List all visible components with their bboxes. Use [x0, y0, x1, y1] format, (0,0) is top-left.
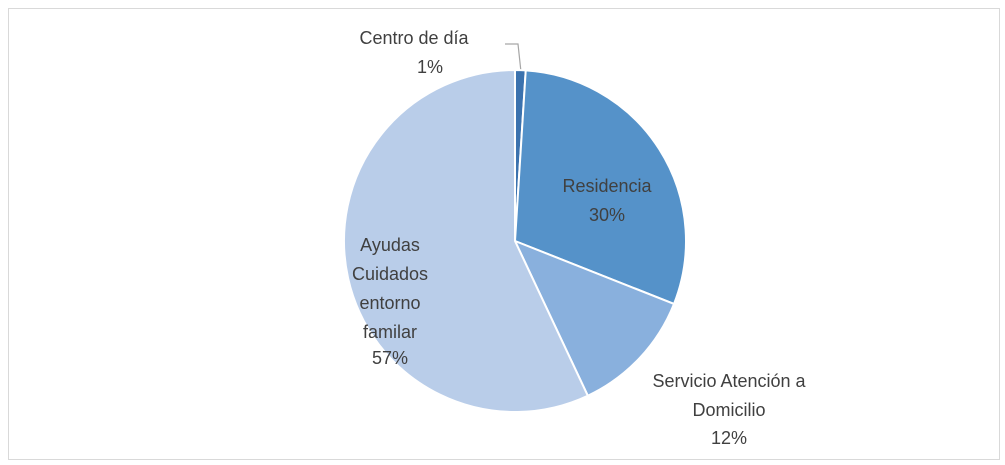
pie-slice: [342, 68, 590, 413]
value-label: 1%: [416, 57, 444, 77]
value-label: 30%: [588, 205, 626, 225]
value-label: 57%: [371, 348, 409, 368]
pie-slice: [513, 69, 687, 306]
category-label: Centro de día: [359, 28, 469, 48]
leader-line: [505, 43, 522, 73]
category-label: Ayudas Cuidados entorno familar: [351, 235, 429, 342]
pie-slice: [513, 239, 676, 398]
value-label: 12%: [710, 428, 748, 448]
category-label: Residencia: [562, 176, 652, 196]
category-label: Servicio Atención a Domicilio: [652, 371, 806, 420]
